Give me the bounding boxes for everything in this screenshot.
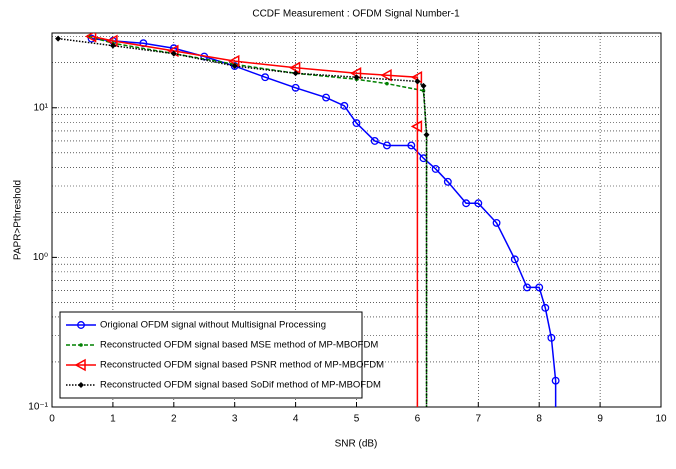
marker: [541, 303, 550, 312]
marker: [510, 255, 519, 264]
x-tick-label: 2: [171, 414, 177, 425]
marker: [352, 119, 361, 128]
marker: [291, 83, 300, 92]
series: [55, 35, 430, 407]
marker: [547, 333, 556, 342]
marker: [55, 35, 62, 42]
marker: [385, 81, 389, 86]
marker: [420, 82, 427, 89]
legend-label: Reconstructed OFDM signal based SoDif me…: [100, 380, 381, 391]
chart-title: CCDF Measurement : OFDM Signal Number-1: [252, 9, 460, 20]
x-tick-label: 8: [536, 414, 542, 425]
x-tick-label: 0: [49, 414, 55, 425]
marker: [523, 283, 531, 292]
marker: [370, 137, 379, 145]
x-tick-label: 9: [597, 414, 603, 425]
marker: [474, 199, 483, 208]
series-line: [91, 35, 419, 407]
marker: [410, 120, 423, 133]
plot-frame: [51, 32, 662, 408]
marker: [535, 283, 544, 292]
x-tick-label: 7: [476, 414, 482, 425]
marker: [170, 50, 177, 57]
marker: [109, 42, 116, 49]
marker: [414, 78, 421, 85]
y-tick-label: 10⁰: [33, 252, 48, 263]
x-tick-label: 10: [655, 414, 667, 425]
x-tick-label: 4: [293, 414, 299, 425]
marker: [340, 101, 349, 110]
y-tick-label: 10¹: [34, 102, 49, 113]
marker: [292, 70, 299, 77]
marker: [383, 141, 391, 150]
x-tick-label: 5: [354, 414, 360, 425]
series: [87, 34, 560, 407]
marker: [289, 61, 301, 75]
marker: [431, 164, 440, 173]
marker: [423, 131, 430, 138]
legend-label: Reconstructed OFDM signal based MSE meth…: [100, 340, 378, 351]
marker: [443, 177, 452, 186]
marker: [380, 68, 392, 82]
y-axis-label: PAPR>Pthreshold: [13, 180, 24, 260]
marker: [231, 63, 238, 70]
marker: [261, 73, 270, 82]
legend-marker: [78, 382, 84, 388]
marker: [492, 218, 501, 227]
y-tick-label: 10⁻¹: [28, 402, 48, 413]
series-line: [91, 37, 557, 407]
legend-marker: [77, 321, 85, 329]
series-line: [57, 37, 428, 407]
legend-marker: [79, 343, 83, 347]
x-axis-label: SNR (dB): [335, 439, 378, 450]
legend-label: Origional OFDM signal without Multisigna…: [100, 320, 326, 331]
marker: [322, 93, 330, 102]
marker: [85, 33, 97, 43]
x-tick-label: 6: [415, 414, 421, 425]
marker: [462, 199, 471, 208]
marker: [551, 376, 560, 385]
marker: [353, 74, 360, 81]
legend-marker: [74, 358, 86, 372]
x-tick-label: 3: [232, 414, 238, 425]
marker: [407, 141, 416, 150]
legend-label: Reconstructed OFDM signal based PSNR met…: [100, 360, 384, 371]
x-tick-label: 1: [110, 414, 116, 425]
legend-box: [59, 311, 363, 399]
legend: Origional OFDM signal without Multisigna…: [59, 311, 384, 399]
